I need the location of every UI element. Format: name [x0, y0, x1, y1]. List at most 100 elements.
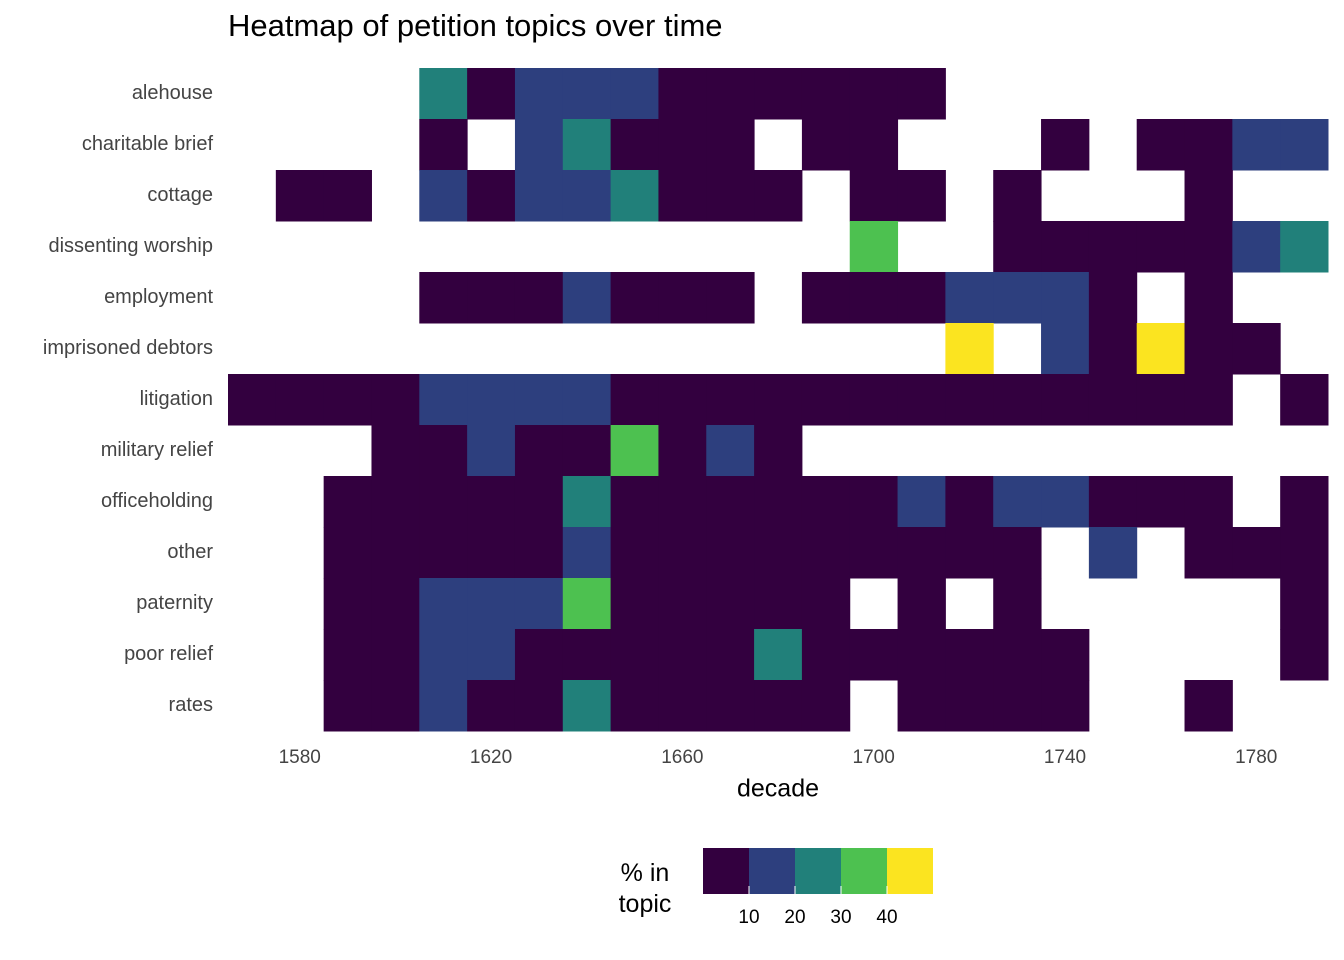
heat-cell: [610, 272, 659, 324]
heat-cell: [467, 425, 516, 477]
heat-cell: [1232, 323, 1281, 375]
heat-cell: [706, 629, 755, 681]
heat-cell: [801, 680, 851, 732]
x-axis-title: decade: [737, 775, 819, 803]
heat-cell: [1280, 374, 1329, 426]
heat-cell: [467, 374, 516, 426]
y-tick-label: litigation: [140, 388, 213, 410]
heat-cell: [323, 476, 372, 528]
heat-cell: [371, 476, 420, 528]
heat-cell: [610, 425, 659, 477]
heat-cell: [1184, 374, 1233, 426]
heat-cell: [1280, 476, 1329, 528]
heat-cell: [1041, 272, 1090, 324]
heat-cell: [801, 476, 851, 528]
heat-cell: [754, 527, 803, 579]
heat-cell: [801, 68, 851, 120]
heat-cell: [419, 68, 468, 120]
heat-cell: [610, 374, 659, 426]
heat-cell: [993, 578, 1042, 630]
heat-cell: [419, 680, 468, 732]
heat-cell: [1184, 119, 1233, 171]
heat-cell: [754, 629, 803, 681]
heat-cell: [1041, 629, 1090, 681]
heat-cell: [323, 170, 372, 222]
heat-cell: [1136, 119, 1186, 171]
legend-key: [749, 848, 795, 894]
y-tick-label: officeholding: [101, 490, 213, 512]
heat-cell: [514, 578, 564, 630]
heat-cell: [801, 578, 851, 630]
heat-cell: [610, 476, 659, 528]
heat-cell: [993, 374, 1042, 426]
heat-cell: [706, 68, 755, 120]
heat-cell: [993, 680, 1042, 732]
heat-cell: [754, 578, 803, 630]
heat-cell: [897, 527, 946, 579]
heat-cell: [706, 374, 755, 426]
heat-cell: [562, 68, 612, 120]
heat-cell: [323, 374, 372, 426]
heat-cell: [706, 680, 755, 732]
heat-cell: [706, 476, 755, 528]
heat-cell: [562, 272, 612, 324]
heat-cell: [1041, 119, 1090, 171]
heat-cell: [945, 272, 994, 324]
heat-cell: [1184, 680, 1233, 732]
heat-cell: [945, 629, 994, 681]
heat-cell: [514, 170, 564, 222]
heat-cell: [658, 68, 707, 120]
heat-cell: [754, 170, 803, 222]
heat-cell: [419, 476, 468, 528]
heat-cell: [897, 680, 946, 732]
heat-cell: [467, 527, 516, 579]
heat-cell: [754, 68, 803, 120]
legend-label: 40: [876, 907, 897, 928]
heat-cell: [754, 680, 803, 732]
heat-cell: [945, 527, 994, 579]
heat-cell: [658, 476, 707, 528]
heat-cell: [275, 170, 325, 222]
heat-cell: [610, 680, 659, 732]
heat-cell: [562, 119, 612, 171]
y-tick-label: paternity: [136, 592, 213, 614]
heat-cell: [562, 629, 612, 681]
heat-cell: [706, 527, 755, 579]
heat-cell: [801, 272, 851, 324]
y-tick-label: imprisoned debtors: [43, 337, 213, 359]
heat-cell: [371, 680, 420, 732]
heat-cell: [1184, 221, 1233, 273]
heat-cell: [1041, 476, 1090, 528]
y-tick-label: rates: [169, 694, 213, 716]
heat-cell: [706, 170, 755, 222]
heat-cell: [1280, 629, 1329, 681]
heat-cell: [1184, 527, 1233, 579]
heat-cell: [419, 578, 468, 630]
heat-cell: [371, 425, 420, 477]
heat-cell: [754, 476, 803, 528]
heat-cell: [419, 629, 468, 681]
y-tick-label: alehouse: [132, 82, 213, 104]
heat-cell: [323, 578, 372, 630]
heat-cell: [658, 629, 707, 681]
heat-cell: [945, 323, 994, 375]
heat-cell: [1088, 272, 1138, 324]
heat-cell: [610, 119, 659, 171]
heat-cell: [514, 680, 564, 732]
heat-cell: [1041, 680, 1090, 732]
heat-cell: [993, 221, 1042, 273]
heat-cell: [897, 374, 946, 426]
heat-cell: [467, 272, 516, 324]
heat-cell: [945, 374, 994, 426]
heat-cell: [1184, 323, 1233, 375]
heat-cell: [514, 476, 564, 528]
heat-cell: [658, 119, 707, 171]
heat-cell: [323, 527, 372, 579]
legend-title: % in topic: [618, 859, 672, 918]
heat-cell: [371, 578, 420, 630]
x-tick-label: 1780: [1235, 747, 1277, 768]
heat-cell: [706, 425, 755, 477]
heat-cell: [562, 425, 612, 477]
